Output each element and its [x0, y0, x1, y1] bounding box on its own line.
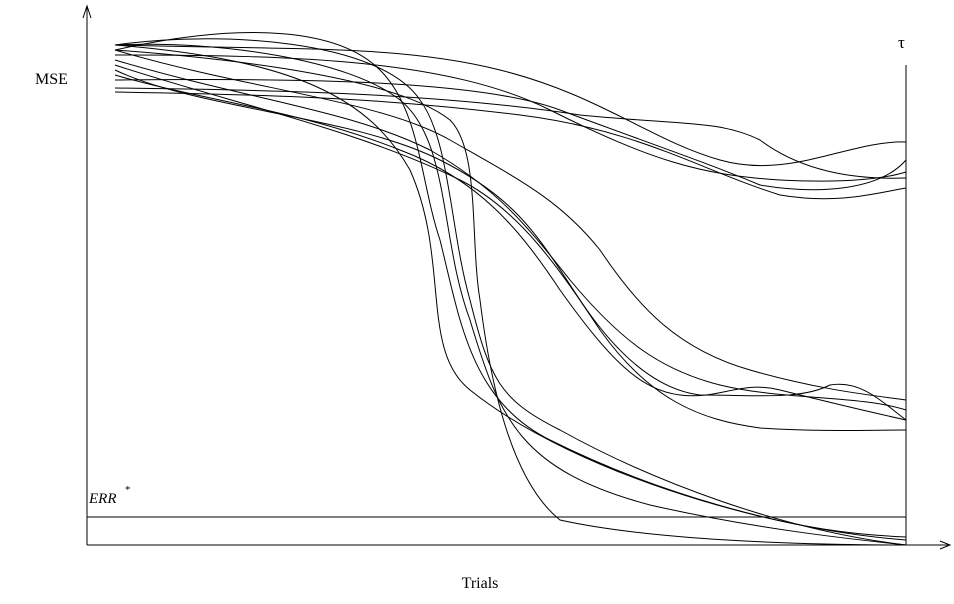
curve: [114, 32, 907, 541]
y-axis-arrow: [82, 4, 92, 19]
curve: [114, 38, 907, 546]
y-axis-label: MSE: [35, 71, 68, 88]
curve: [114, 59, 907, 411]
curve: [114, 49, 907, 546]
curve: [114, 43, 907, 546]
curve: [114, 44, 907, 538]
learning-curves: [114, 32, 907, 546]
curve: [114, 64, 907, 431]
curve: [114, 49, 907, 401]
curve: [114, 87, 907, 179]
threshold-label: ERR: [88, 491, 117, 507]
curve: [114, 74, 907, 421]
tau-label: τ: [898, 33, 905, 52]
curve: [114, 78, 907, 191]
curve: [114, 54, 907, 182]
curve: [114, 91, 907, 200]
curve: [114, 44, 907, 167]
x-axis-label: Trials: [462, 575, 499, 592]
threshold-superscript: *: [125, 484, 131, 496]
x-axis-arrow: [939, 540, 952, 550]
curve: [114, 69, 907, 421]
